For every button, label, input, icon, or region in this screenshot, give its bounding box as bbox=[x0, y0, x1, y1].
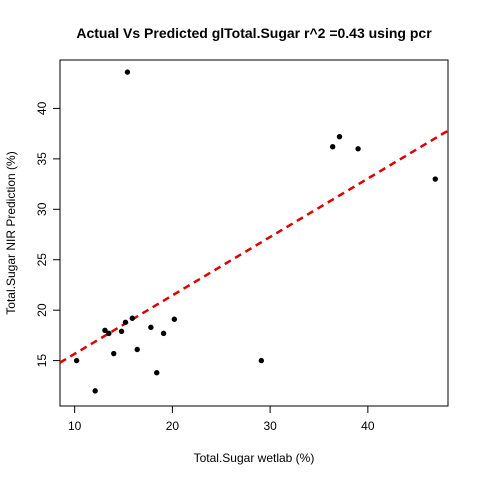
data-point bbox=[92, 388, 98, 394]
x-tick-label: 30 bbox=[263, 419, 277, 433]
x-tick-label: 40 bbox=[361, 419, 375, 433]
y-tick-label: 20 bbox=[35, 303, 49, 317]
y-tick-label: 15 bbox=[35, 354, 49, 368]
data-point bbox=[160, 330, 167, 337]
x-tick-label: 20 bbox=[166, 419, 180, 433]
y-tick-label: 25 bbox=[35, 253, 49, 267]
plot-frame bbox=[59, 59, 449, 407]
data-point bbox=[355, 146, 361, 152]
y-tick-label: 40 bbox=[35, 101, 49, 115]
data-point bbox=[329, 144, 336, 150]
regression-line-layer bbox=[60, 129, 448, 364]
data-point bbox=[258, 357, 265, 364]
x-tick-label: 10 bbox=[68, 419, 82, 433]
data-point bbox=[122, 319, 129, 325]
y-tick-label: 35 bbox=[35, 152, 49, 166]
data-point bbox=[73, 357, 80, 364]
data-point bbox=[111, 350, 117, 357]
y-axis: 15 20 25 30 35 40 bbox=[35, 101, 60, 367]
data-point bbox=[336, 133, 343, 140]
regression-line bbox=[60, 129, 448, 364]
data-point bbox=[124, 69, 131, 75]
data-point bbox=[106, 330, 112, 337]
data-point bbox=[129, 315, 136, 321]
y-axis-label: Total.Sugar NIR Prediction (%) bbox=[4, 151, 18, 314]
points-layer bbox=[73, 69, 438, 394]
data-point bbox=[154, 370, 160, 376]
y-tick-label: 30 bbox=[35, 202, 49, 216]
data-point bbox=[432, 176, 438, 182]
data-point bbox=[171, 316, 178, 322]
data-point bbox=[134, 346, 140, 353]
data-point bbox=[148, 324, 154, 331]
chart-title: Actual Vs Predicted glTotal.Sugar r^2 =0… bbox=[76, 25, 432, 41]
data-point bbox=[118, 328, 125, 335]
x-axis-label: Total.Sugar wetlab (%) bbox=[194, 451, 315, 465]
x-axis: 10 20 30 40 bbox=[68, 406, 375, 433]
data-point bbox=[102, 327, 108, 334]
